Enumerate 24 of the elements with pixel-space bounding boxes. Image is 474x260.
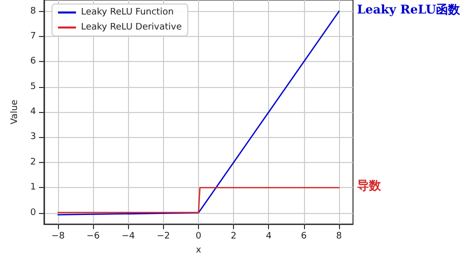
x-tick-label: −4	[122, 232, 136, 242]
x-tick-label: 6	[300, 232, 307, 242]
y-tick-label: 4	[30, 107, 36, 118]
annotation: Leaky ReLU函数	[356, 2, 462, 16]
x-tick-label: 8	[336, 232, 342, 242]
y-tick-label: 1	[30, 182, 36, 193]
x-tick-label: 0	[196, 232, 202, 242]
y-tick-label: 6	[30, 56, 36, 67]
y-tick-label: 7	[30, 32, 36, 42]
x-tick-label: −6	[86, 232, 100, 242]
y-tick-label: 8	[30, 6, 36, 16]
y-axis-title: Value	[10, 99, 20, 124]
legend-label: Leaky ReLU Derivative	[81, 22, 182, 32]
y-tick-label: 0	[30, 208, 36, 218]
x-tick-label: −2	[156, 232, 170, 242]
y-tick-label: 5	[30, 82, 36, 92]
y-tick-label: 3	[30, 132, 36, 142]
x-axis-title: x	[196, 246, 202, 256]
x-tick-label: 4	[266, 232, 272, 242]
annotation: 导数	[356, 178, 382, 193]
legend-label: Leaky ReLU Function	[81, 8, 174, 18]
x-tick-label: 2	[230, 232, 236, 242]
x-tick-label: −8	[51, 232, 65, 242]
y-tick-label: 2	[30, 157, 36, 168]
